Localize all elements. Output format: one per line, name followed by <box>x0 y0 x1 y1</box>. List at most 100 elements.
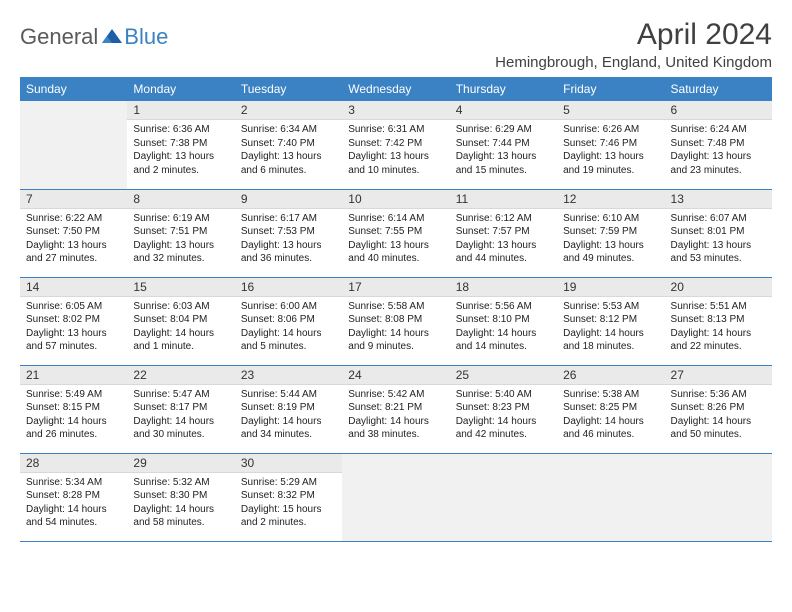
sunrise-line: Sunrise: 6:07 AM <box>671 212 766 226</box>
daylight-line: Daylight: 14 hours and 26 minutes. <box>26 415 121 442</box>
sunrise-line: Sunrise: 5:34 AM <box>26 476 121 490</box>
calendar-day-cell: 23 Sunrise: 5:44 AMSunset: 8:19 PMDayligh… <box>235 365 342 453</box>
sunrise-line: Sunrise: 5:29 AM <box>241 476 336 490</box>
sunset-line: Sunset: 7:42 PM <box>348 137 443 151</box>
calendar-day-cell: 24Sunrise: 5:42 AMSunset: 8:21 PMDayligh… <box>342 365 449 453</box>
daylight-line: Daylight: 14 hours and 18 minutes. <box>563 327 658 354</box>
title-block: April 2024 Hemingbrough, England, United… <box>495 18 772 71</box>
sunset-line: Sunset: 8:23 PM <box>456 401 551 415</box>
day-number: 8 <box>127 190 234 209</box>
sunrise-line: Sunrise: 6:03 AM <box>133 300 228 314</box>
calendar-body: 1Sunrise: 6:36 AMSunset: 7:38 PMDaylight… <box>20 101 772 541</box>
sunset-line: Sunset: 7:59 PM <box>563 225 658 239</box>
day-details: Sunrise: 6:03 AMSunset: 8:04 PMDaylight:… <box>127 297 234 358</box>
day-number: 7 <box>20 190 127 209</box>
day-number: 25 <box>450 366 557 385</box>
calendar-day-cell: 1Sunrise: 6:36 AMSunset: 7:38 PMDaylight… <box>127 101 234 189</box>
day-number: 23 <box>235 366 342 385</box>
calendar-day-cell: 2Sunrise: 6:34 AMSunset: 7:40 PMDaylight… <box>235 101 342 189</box>
day-number: 24 <box>342 366 449 385</box>
sunset-line: Sunset: 8:04 PM <box>133 313 228 327</box>
sunrise-line: Sunrise: 5:56 AM <box>456 300 551 314</box>
calendar-day-cell: 17Sunrise: 5:58 AMSunset: 8:08 PMDayligh… <box>342 277 449 365</box>
calendar-day-cell: 4Sunrise: 6:29 AMSunset: 7:44 PMDaylight… <box>450 101 557 189</box>
calendar-day-cell: 27Sunrise: 5:36 AMSunset: 8:26 PMDayligh… <box>665 365 772 453</box>
day-number: 11 <box>450 190 557 209</box>
day-details: Sunrise: 5:49 AMSunset: 8:15 PMDaylight:… <box>20 385 127 446</box>
calendar-empty-cell <box>665 453 772 541</box>
day-details: Sunrise: 5:42 AMSunset: 8:21 PMDaylight:… <box>342 385 449 446</box>
day-number: 5 <box>557 101 664 120</box>
sunrise-line: Sunrise: 5:44 AM <box>241 388 336 402</box>
sunset-line: Sunset: 8:25 PM <box>563 401 658 415</box>
calendar-day-cell: 26Sunrise: 5:38 AMSunset: 8:25 PMDayligh… <box>557 365 664 453</box>
day-details: Sunrise: 6:31 AMSunset: 7:42 PMDaylight:… <box>342 120 449 181</box>
daylight-line: Daylight: 14 hours and 14 minutes. <box>456 327 551 354</box>
logo-text-general: General <box>20 24 98 50</box>
daylight-line: Daylight: 13 hours and 27 minutes. <box>26 239 121 266</box>
sunrise-line: Sunrise: 6:14 AM <box>348 212 443 226</box>
calendar-empty-cell <box>450 453 557 541</box>
sunset-line: Sunset: 8:26 PM <box>671 401 766 415</box>
sunrise-line: Sunrise: 6:26 AM <box>563 123 658 137</box>
daylight-line: Daylight: 13 hours and 10 minutes. <box>348 150 443 177</box>
calendar-day-cell: 5Sunrise: 6:26 AMSunset: 7:46 PMDaylight… <box>557 101 664 189</box>
sunset-line: Sunset: 8:08 PM <box>348 313 443 327</box>
sunset-line: Sunset: 7:50 PM <box>26 225 121 239</box>
day-details: Sunrise: 6:36 AMSunset: 7:38 PMDaylight:… <box>127 120 234 181</box>
sunrise-line: Sunrise: 5:42 AM <box>348 388 443 402</box>
logo-text-blue: Blue <box>124 24 168 50</box>
sunrise-line: Sunrise: 6:05 AM <box>26 300 121 314</box>
day-number: 2 <box>235 101 342 120</box>
sunset-line: Sunset: 8:32 PM <box>241 489 336 503</box>
sunset-line: Sunset: 8:30 PM <box>133 489 228 503</box>
sunset-line: Sunset: 8:19 PM <box>241 401 336 415</box>
daylight-line: Daylight: 14 hours and 50 minutes. <box>671 415 766 442</box>
sunrise-line: Sunrise: 6:34 AM <box>241 123 336 137</box>
sunrise-line: Sunrise: 6:17 AM <box>241 212 336 226</box>
calendar-day-cell: 21Sunrise: 5:49 AMSunset: 8:15 PMDayligh… <box>20 365 127 453</box>
daylight-line: Daylight: 13 hours and 44 minutes. <box>456 239 551 266</box>
day-details: Sunrise: 6:26 AMSunset: 7:46 PMDaylight:… <box>557 120 664 181</box>
sunset-line: Sunset: 8:06 PM <box>241 313 336 327</box>
logo: General Blue <box>20 18 168 50</box>
day-details: Sunrise: 5:56 AMSunset: 8:10 PMDaylight:… <box>450 297 557 358</box>
daylight-line: Daylight: 13 hours and 53 minutes. <box>671 239 766 266</box>
daylight-line: Daylight: 14 hours and 1 minute. <box>133 327 228 354</box>
day-details: Sunrise: 6:34 AMSunset: 7:40 PMDaylight:… <box>235 120 342 181</box>
sunset-line: Sunset: 8:17 PM <box>133 401 228 415</box>
day-number: 29 <box>127 454 234 473</box>
daylight-line: Daylight: 13 hours and 19 minutes. <box>563 150 658 177</box>
day-number: 1 <box>127 101 234 120</box>
day-details: Sunrise: 6:05 AMSunset: 8:02 PMDaylight:… <box>20 297 127 358</box>
day-number: 13 <box>665 190 772 209</box>
day-details: Sunrise: 5:38 AMSunset: 8:25 PMDaylight:… <box>557 385 664 446</box>
daylight-line: Daylight: 14 hours and 30 minutes. <box>133 415 228 442</box>
sunrise-line: Sunrise: 5:38 AM <box>563 388 658 402</box>
daylight-line: Daylight: 14 hours and 22 minutes. <box>671 327 766 354</box>
daylight-line: Daylight: 14 hours and 42 minutes. <box>456 415 551 442</box>
day-details: Sunrise: 5:58 AMSunset: 8:08 PMDaylight:… <box>342 297 449 358</box>
day-number: 19 <box>557 278 664 297</box>
daylight-line: Daylight: 14 hours and 38 minutes. <box>348 415 443 442</box>
calendar-day-cell: 18Sunrise: 5:56 AMSunset: 8:10 PMDayligh… <box>450 277 557 365</box>
weekday-header: Monday <box>127 77 234 101</box>
calendar-day-cell: 9Sunrise: 6:17 AMSunset: 7:53 PMDaylight… <box>235 189 342 277</box>
calendar-day-cell: 14Sunrise: 6:05 AMSunset: 8:02 PMDayligh… <box>20 277 127 365</box>
day-number: 26 <box>557 366 664 385</box>
day-details: Sunrise: 6:22 AMSunset: 7:50 PMDaylight:… <box>20 209 127 270</box>
sunrise-line: Sunrise: 6:22 AM <box>26 212 121 226</box>
sunrise-line: Sunrise: 5:40 AM <box>456 388 551 402</box>
daylight-line: Daylight: 14 hours and 34 minutes. <box>241 415 336 442</box>
day-details: Sunrise: 6:29 AMSunset: 7:44 PMDaylight:… <box>450 120 557 181</box>
sunrise-line: Sunrise: 6:12 AM <box>456 212 551 226</box>
day-number: 14 <box>20 278 127 297</box>
day-number: 4 <box>450 101 557 120</box>
daylight-line: Daylight: 14 hours and 9 minutes. <box>348 327 443 354</box>
weekday-header: Wednesday <box>342 77 449 101</box>
calendar-day-cell: 7Sunrise: 6:22 AMSunset: 7:50 PMDaylight… <box>20 189 127 277</box>
calendar-day-cell: 19Sunrise: 5:53 AMSunset: 8:12 PMDayligh… <box>557 277 664 365</box>
daylight-line: Daylight: 13 hours and 15 minutes. <box>456 150 551 177</box>
sunrise-line: Sunrise: 5:36 AM <box>671 388 766 402</box>
sunrise-line: Sunrise: 6:10 AM <box>563 212 658 226</box>
